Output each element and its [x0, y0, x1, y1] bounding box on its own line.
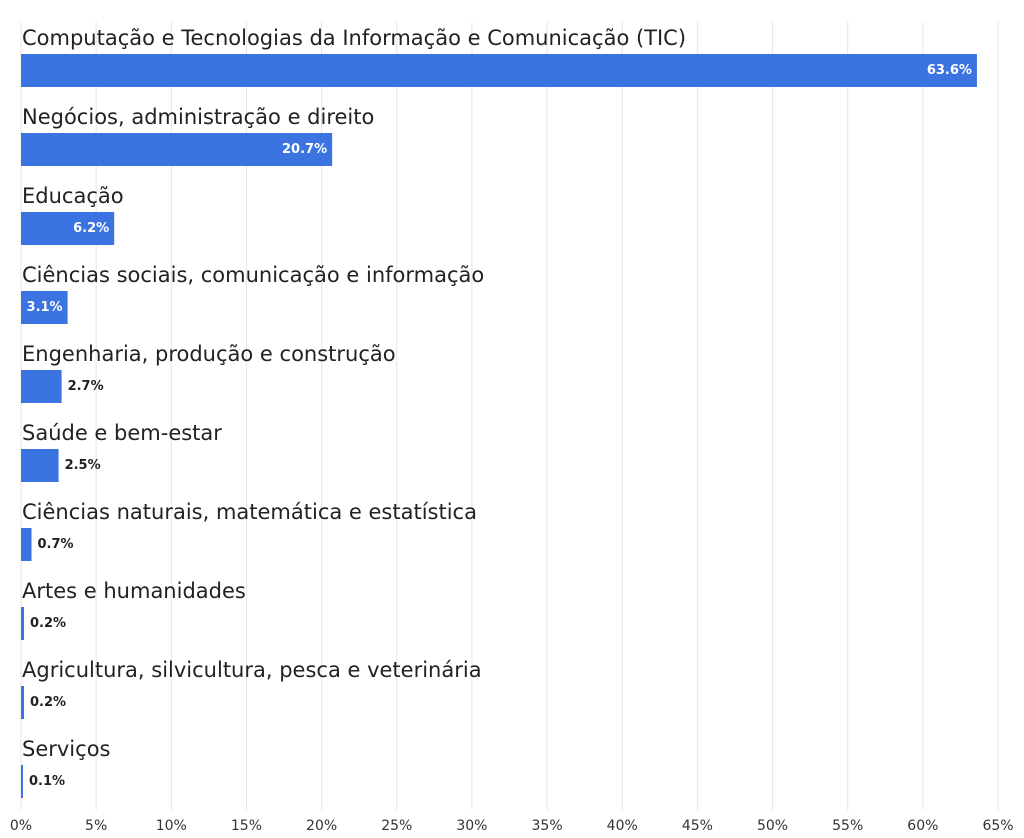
category-label: Artes e humanidades	[22, 579, 246, 603]
x-tick-label: 50%	[757, 818, 788, 834]
x-tick-label: 20%	[306, 818, 337, 834]
bar	[21, 212, 115, 245]
category-label: Agricultura, silvicultura, pesca e veter…	[22, 658, 482, 682]
x-tick-label: 45%	[682, 818, 713, 834]
x-tick-label: 10%	[156, 818, 187, 834]
category-label: Negócios, administração e direito	[22, 105, 374, 129]
bar	[21, 370, 62, 403]
x-tick-label: 15%	[231, 818, 262, 834]
x-tick-label: 0%	[10, 818, 32, 834]
value-label: 6.2%	[73, 221, 109, 236]
category-label: Saúde e bem-estar	[22, 421, 222, 445]
value-label: 2.7%	[68, 379, 104, 394]
x-tick-label: 25%	[381, 818, 412, 834]
x-tick-label: 35%	[532, 818, 563, 834]
value-label: 0.2%	[30, 695, 66, 710]
value-label: 0.1%	[29, 774, 65, 789]
x-tick-label: 5%	[85, 818, 107, 834]
bar	[21, 291, 68, 324]
bar	[21, 54, 977, 87]
category-label: Serviços	[22, 737, 110, 761]
x-tick-label: 60%	[907, 818, 938, 834]
value-label: 2.5%	[65, 458, 101, 473]
x-tick-label: 30%	[456, 818, 487, 834]
x-tick-label: 40%	[607, 818, 638, 834]
category-label: Engenharia, produção e construção	[22, 342, 396, 366]
category-label: Educação	[22, 184, 124, 208]
value-label: 0.7%	[38, 537, 74, 552]
bar	[21, 133, 333, 166]
category-label: Ciências naturais, matemática e estatíst…	[22, 500, 477, 524]
x-tick-label: 55%	[832, 818, 863, 834]
bar	[21, 765, 23, 798]
value-label: 20.7%	[282, 142, 327, 157]
x-tick-label: 65%	[982, 818, 1013, 834]
value-label: 63.6%	[927, 63, 972, 78]
value-label: 3.1%	[27, 300, 63, 315]
category-label: Computação e Tecnologias da Informação e…	[22, 26, 686, 50]
bar	[21, 607, 25, 640]
bar	[21, 686, 25, 719]
bar	[21, 449, 59, 482]
value-label: 0.2%	[30, 616, 66, 631]
category-label: Ciências sociais, comunicação e informaç…	[22, 263, 484, 287]
bar	[21, 528, 32, 561]
